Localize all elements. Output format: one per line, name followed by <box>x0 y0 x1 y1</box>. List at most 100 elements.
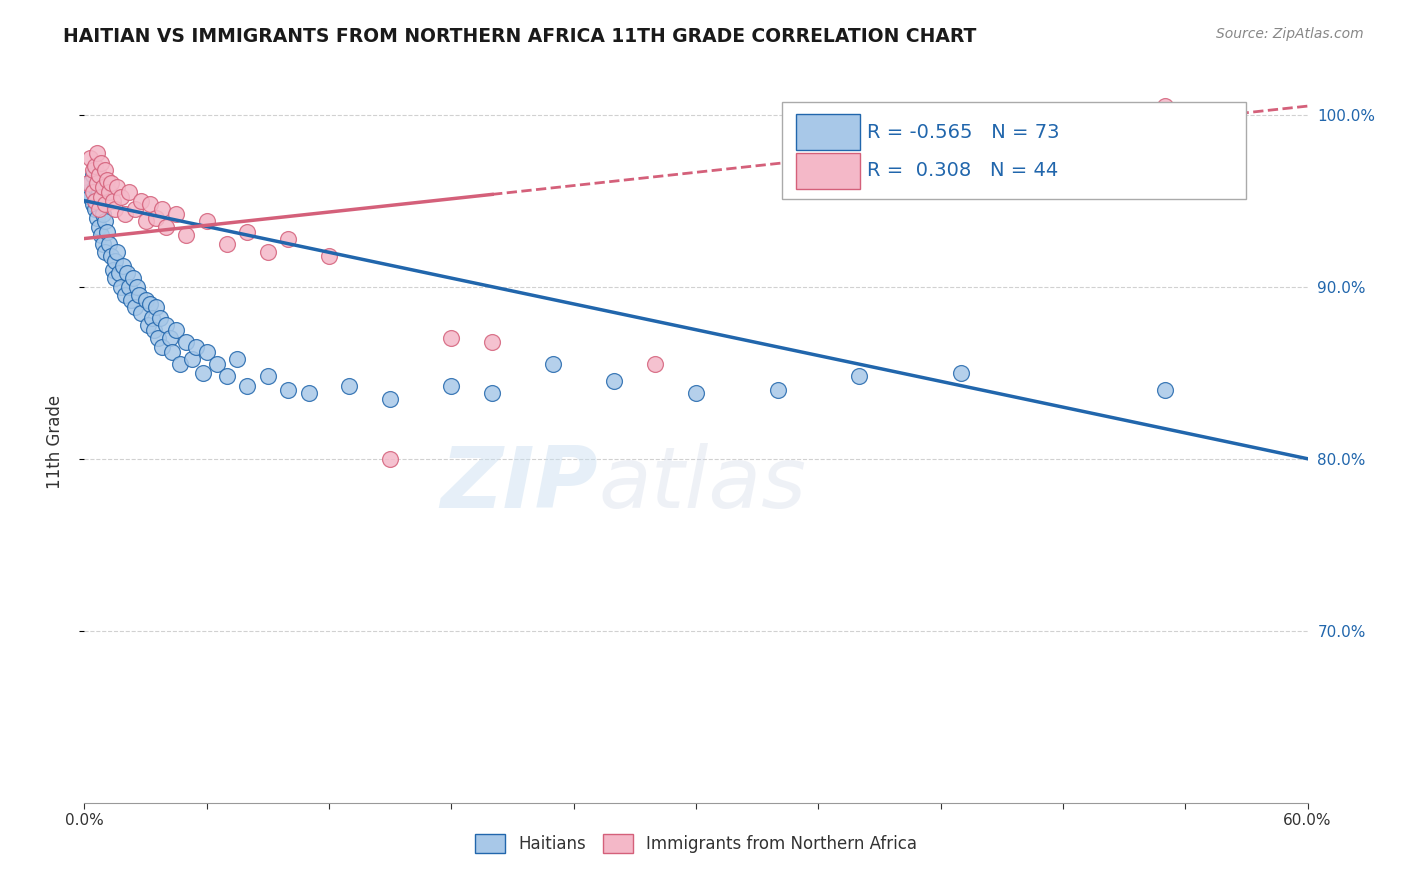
Point <box>181 351 204 366</box>
Text: atlas: atlas <box>598 443 806 526</box>
Point <box>100 177 122 191</box>
Point <box>77 177 100 191</box>
Point <box>91 236 114 251</box>
Point <box>766 383 789 397</box>
Point <box>100 249 122 263</box>
Point <box>257 245 280 260</box>
Point <box>217 369 239 384</box>
Text: ZIP: ZIP <box>440 443 598 526</box>
Point <box>440 379 463 393</box>
Point <box>174 228 197 243</box>
Point <box>118 185 141 199</box>
Point <box>155 318 177 332</box>
Point <box>138 297 160 311</box>
Point <box>141 310 163 325</box>
Point <box>124 202 146 217</box>
Point <box>90 197 112 211</box>
Point <box>318 249 340 263</box>
Point <box>86 190 108 204</box>
Point <box>481 386 503 401</box>
Point <box>104 202 127 217</box>
Point <box>93 162 115 177</box>
Point <box>124 301 146 315</box>
Point <box>79 177 101 191</box>
Point <box>83 159 105 173</box>
Point <box>226 351 249 366</box>
Point <box>83 202 105 217</box>
Point <box>135 293 157 308</box>
Point <box>90 228 112 243</box>
Text: Source: ZipAtlas.com: Source: ZipAtlas.com <box>1216 27 1364 41</box>
Point <box>93 245 115 260</box>
Point <box>86 211 108 225</box>
Point <box>90 190 112 204</box>
Point <box>205 357 228 371</box>
Point <box>122 271 145 285</box>
Point <box>135 214 157 228</box>
Point <box>101 262 124 277</box>
Point <box>160 345 183 359</box>
Point <box>950 366 973 380</box>
Point <box>115 266 138 280</box>
Point <box>145 301 167 315</box>
Point <box>104 254 127 268</box>
Point <box>146 331 169 345</box>
Text: HAITIAN VS IMMIGRANTS FROM NORTHERN AFRICA 11TH GRADE CORRELATION CHART: HAITIAN VS IMMIGRANTS FROM NORTHERN AFRI… <box>63 27 977 45</box>
Point <box>97 185 120 199</box>
Text: R = -0.565   N = 73: R = -0.565 N = 73 <box>868 123 1060 142</box>
Point <box>127 279 149 293</box>
Point <box>105 245 128 260</box>
Point <box>380 451 402 466</box>
Point <box>93 214 115 228</box>
Point <box>150 202 173 217</box>
Point <box>120 293 142 308</box>
FancyBboxPatch shape <box>782 102 1247 200</box>
Point <box>236 379 259 393</box>
Point <box>277 231 299 245</box>
Point <box>104 271 127 285</box>
Point <box>155 219 177 234</box>
Point <box>86 145 108 160</box>
Point <box>86 177 108 191</box>
Point <box>82 162 104 177</box>
Legend: Haitians, Immigrants from Northern Africa: Haitians, Immigrants from Northern Afric… <box>468 827 924 860</box>
Point <box>112 259 135 273</box>
Point <box>145 211 167 225</box>
Point <box>257 369 280 384</box>
Point <box>83 194 105 208</box>
Point <box>195 214 218 228</box>
Y-axis label: 11th Grade: 11th Grade <box>45 394 63 489</box>
Point <box>118 279 141 293</box>
Point <box>165 207 187 221</box>
Point <box>90 156 112 170</box>
Point <box>174 334 197 349</box>
Point <box>191 366 214 380</box>
Point <box>101 194 124 208</box>
Point <box>440 331 463 345</box>
Point <box>93 197 115 211</box>
FancyBboxPatch shape <box>796 153 860 189</box>
Point <box>110 279 132 293</box>
Point <box>110 190 132 204</box>
Point <box>380 392 402 406</box>
Point <box>603 375 626 389</box>
Point <box>159 331 181 345</box>
Point <box>87 202 110 217</box>
Point <box>131 305 153 319</box>
Point <box>96 173 118 187</box>
Point <box>77 185 100 199</box>
Point <box>96 225 118 239</box>
Point <box>105 180 128 194</box>
Point <box>481 334 503 349</box>
Point <box>114 288 136 302</box>
Point <box>195 345 218 359</box>
Text: R =  0.308   N = 44: R = 0.308 N = 44 <box>868 161 1059 180</box>
Point <box>236 225 259 239</box>
Point <box>339 379 361 393</box>
Point <box>848 369 870 384</box>
Point <box>79 190 101 204</box>
Point <box>165 323 187 337</box>
Point <box>128 288 150 302</box>
Point <box>114 207 136 221</box>
Point <box>150 340 173 354</box>
